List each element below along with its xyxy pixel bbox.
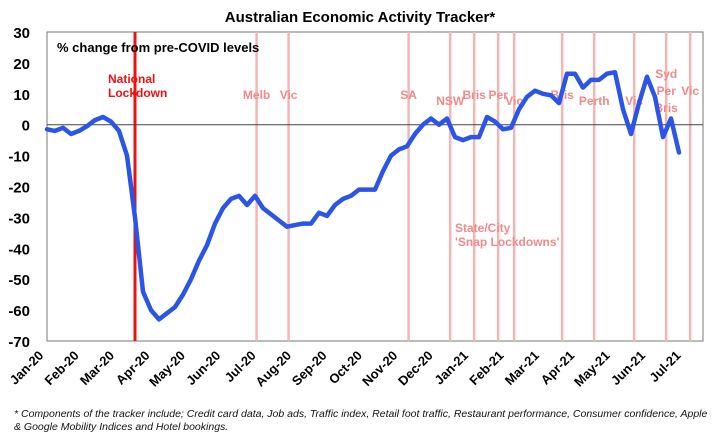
snap-lockdown-label: Syd	[655, 67, 677, 81]
x-tick-label: Feb-20	[42, 348, 82, 388]
y-tick-label: -70	[8, 334, 30, 351]
x-tick-label: Aug-20	[252, 348, 294, 390]
y-tick-label: -10	[8, 149, 30, 166]
x-tick-label: Apr-20	[113, 348, 153, 388]
y-tick-label: 30	[13, 25, 30, 42]
chart-subtitle: % change from pre-COVID levels	[57, 40, 259, 55]
chart-title: Australian Economic Activity Tracker*	[225, 9, 496, 26]
snap-lockdown-label: Bris	[655, 101, 679, 115]
series-line	[44, 69, 682, 322]
x-tick-label: Jul-21	[646, 348, 683, 385]
y-tick-label: -40	[8, 241, 30, 258]
snap-lockdown-annotation: 'Snap Lockdowns'	[455, 235, 560, 249]
national-lockdown-label: National	[108, 72, 155, 86]
x-tick-label: May-20	[146, 348, 188, 390]
national-lockdown-label: Lockdown	[108, 86, 167, 100]
snap-lockdown-annotation: State/City	[455, 221, 511, 235]
snap-lockdown-label: Vic	[280, 88, 298, 102]
snap-lockdown-label: Per	[489, 88, 509, 102]
snap-lockdown-label: NSW	[436, 94, 465, 108]
x-tick-label: Sep-20	[289, 348, 330, 389]
snap-lockdown-label: Melb	[243, 88, 270, 102]
x-tick-label: Jan-21	[431, 348, 471, 388]
snap-lockdown-label: Bris	[463, 88, 487, 102]
y-tick-label: 20	[13, 56, 30, 73]
y-tick-label: 10	[13, 87, 30, 104]
snap-lockdown-label: Per	[657, 84, 677, 98]
x-tick-label: Oct-20	[326, 348, 365, 387]
snap-lockdown-label: SA	[400, 88, 417, 102]
footnote: * Components of the tracker include; Cre…	[14, 408, 708, 433]
snap-lockdown-label: Perth	[579, 94, 610, 108]
x-tick-label: Jun-20	[183, 348, 223, 388]
x-tick-label: Jun-21	[608, 348, 648, 388]
y-tick-label: 0	[22, 118, 30, 135]
x-tick-label: Dec-20	[395, 348, 436, 389]
y-tick-label: -20	[8, 180, 30, 197]
y-tick-label: -50	[8, 272, 30, 289]
snap-lockdown-label: Vic	[505, 94, 523, 108]
y-tick-label: -30	[8, 210, 30, 227]
x-tick-label: Feb-21	[466, 348, 506, 388]
snap-lockdown-label: Vic	[681, 84, 699, 98]
x-tick-label: Mar-21	[502, 348, 542, 388]
x-tick-label: Mar-20	[77, 348, 117, 388]
x-tick-label: Apr-21	[538, 348, 578, 388]
x-tick-label: Nov-20	[359, 348, 400, 389]
y-tick-label: -60	[8, 303, 30, 320]
x-tick-label: May-21	[571, 348, 613, 390]
x-tick-label: Jan-20	[7, 348, 47, 388]
plot-frame	[46, 31, 704, 342]
